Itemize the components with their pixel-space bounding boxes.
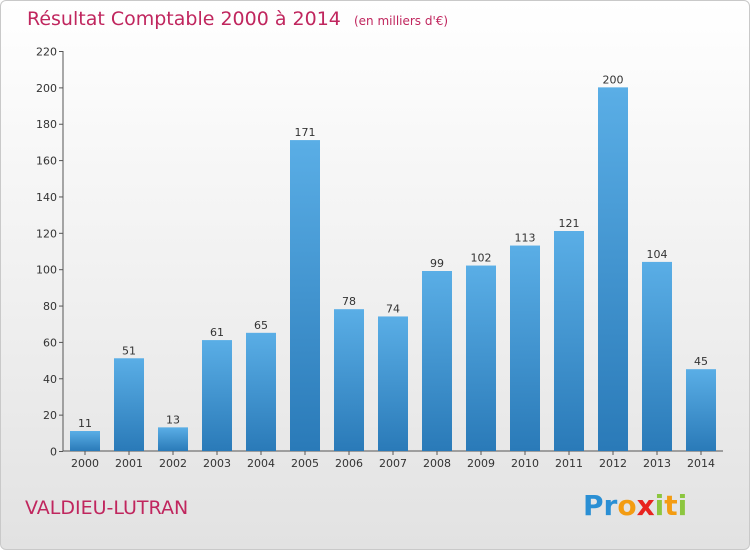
proxiti-logo[interactable]: Proxiti: [583, 489, 687, 522]
y-tick-label: 60: [43, 336, 57, 349]
y-tick-label: 40: [43, 373, 57, 386]
x-tick-label: 2000: [71, 457, 99, 470]
y-tick-label: 200: [36, 82, 57, 95]
x-tick-label: 2009: [467, 457, 495, 470]
data-label-2005: 171: [295, 126, 316, 139]
bar-2005: [290, 140, 320, 451]
data-label-2004: 65: [254, 319, 268, 332]
bar-2008: [422, 271, 452, 451]
bar-2001: [114, 358, 144, 451]
bar-2002: [158, 427, 188, 451]
data-label-2012: 200: [603, 73, 624, 86]
data-label-2014: 45: [694, 355, 708, 368]
logo-letter: i: [677, 489, 688, 522]
bar-2010: [510, 245, 540, 451]
data-label-2009: 102: [471, 252, 492, 265]
x-tick-label: 2001: [115, 457, 143, 470]
data-label-2003: 61: [210, 326, 224, 339]
bar-2000: [70, 431, 100, 451]
bar-2003: [202, 340, 232, 451]
logo-letter: o: [617, 489, 637, 522]
chart-title-row: Résultat Comptable 2000 à 2014 (en milli…: [27, 8, 448, 30]
x-tick-label: 2007: [379, 457, 407, 470]
x-tick-label: 2003: [203, 457, 231, 470]
x-tick-label: 2013: [643, 457, 671, 470]
x-tick-label: 2006: [335, 457, 363, 470]
logo-letter: r: [603, 489, 618, 522]
y-tick-label: 20: [43, 409, 57, 422]
data-label-2000: 11: [78, 417, 92, 430]
chart-title: Résultat Comptable 2000 à 2014: [27, 8, 341, 30]
data-label-2013: 104: [647, 248, 668, 261]
logo-letter: P: [583, 489, 604, 522]
y-tick-label: 0: [50, 446, 57, 459]
data-label-2001: 51: [122, 344, 136, 357]
data-label-2002: 13: [166, 413, 180, 426]
data-label-2006: 78: [342, 295, 356, 308]
y-tick-label: 120: [36, 227, 57, 240]
x-tick-label: 2002: [159, 457, 187, 470]
x-tick-label: 2008: [423, 457, 451, 470]
y-tick-label: 220: [36, 46, 57, 59]
x-tick-label: 2011: [555, 457, 583, 470]
bar-chart: 0 20 40 60 80 100 120 140 160 180 200 220 2000 2001 20…: [36, 46, 723, 470]
logo-letter: i: [654, 489, 665, 522]
x-tick-label: 2005: [291, 457, 319, 470]
bar-2006: [334, 309, 364, 451]
x-tick-label: 2010: [511, 457, 539, 470]
bar-2007: [378, 316, 408, 451]
x-tick-label: 2012: [599, 457, 627, 470]
bar-2012: [598, 87, 628, 451]
y-tick-label: 160: [36, 155, 57, 168]
bar-2009: [466, 265, 496, 451]
location-name: VALDIEU-LUTRAN: [25, 497, 189, 519]
y-tick-label: 100: [36, 264, 57, 277]
y-tick-label: 80: [43, 300, 57, 313]
bar-2011: [554, 231, 584, 451]
y-tick-label: 140: [36, 191, 57, 204]
x-tick-label: 2014: [687, 457, 715, 470]
bar-2013: [642, 261, 672, 451]
chart-subtitle: (en milliers d'€): [353, 14, 449, 28]
data-label-2010: 113: [515, 232, 536, 245]
y-tick-label: 180: [36, 118, 57, 131]
bar-2014: [686, 369, 716, 451]
data-label-2007: 74: [386, 302, 400, 315]
data-label-2008: 99: [430, 257, 444, 270]
x-tick-label: 2004: [247, 457, 275, 470]
data-label-2011: 121: [559, 217, 580, 230]
bar-2004: [246, 332, 276, 451]
logo-letter: x: [636, 489, 655, 522]
logo-letter: t: [664, 489, 678, 522]
